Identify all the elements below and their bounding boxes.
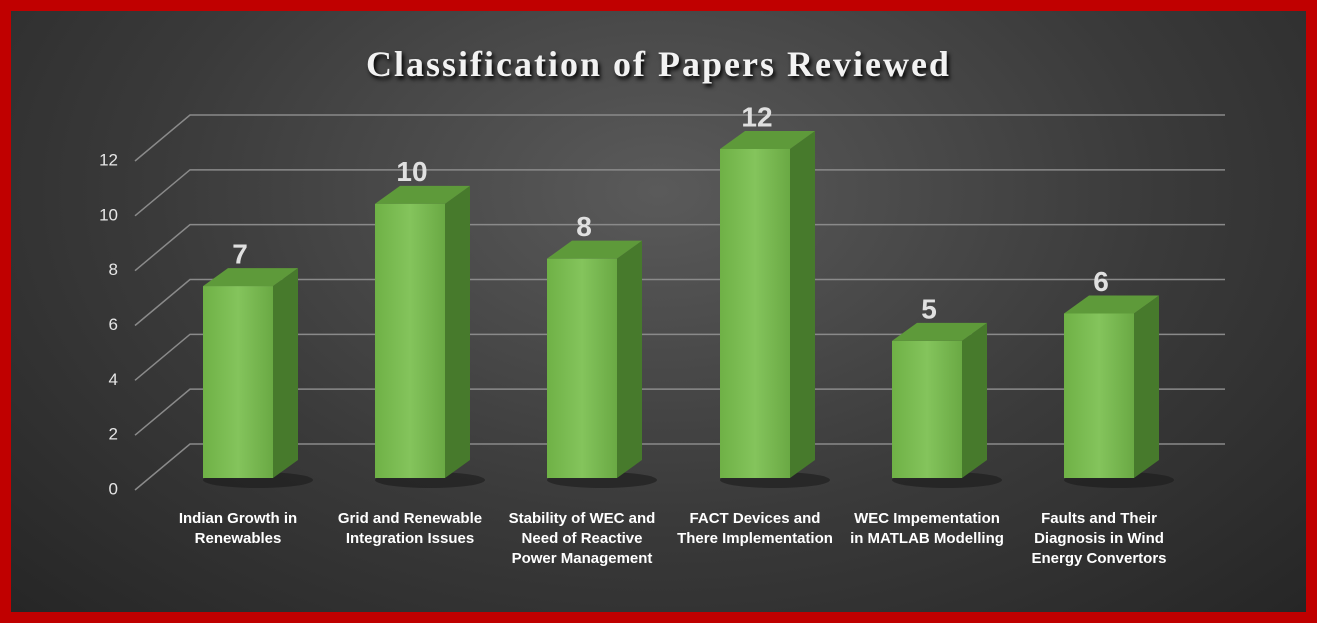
bar xyxy=(375,203,445,479)
x-tick-label: WEC Impementation in MATLAB Modelling xyxy=(850,510,1004,547)
grid-line xyxy=(134,114,1225,162)
bar xyxy=(1064,313,1134,478)
x-tick-label: Stability of WEC and Need of Reactive Po… xyxy=(508,510,656,567)
x-tick-label: Indian Growth in Renewables xyxy=(178,510,298,547)
bar-side xyxy=(445,185,470,479)
bar-side xyxy=(617,240,642,478)
bar-top xyxy=(547,240,642,259)
data-label: 5 xyxy=(921,293,937,324)
data-label: 8 xyxy=(576,211,592,242)
bar xyxy=(892,340,962,478)
bar-top xyxy=(203,268,298,287)
bar-side xyxy=(1134,295,1159,478)
data-label: 10 xyxy=(396,156,427,187)
bar xyxy=(203,286,273,478)
grid-line xyxy=(134,443,1225,491)
grid-line xyxy=(134,223,1225,272)
bar-top xyxy=(720,131,815,149)
bar xyxy=(720,149,790,478)
grid-line xyxy=(134,278,1225,327)
data-label: 7 xyxy=(232,238,248,269)
y-tick-label: 12 xyxy=(99,150,118,169)
chart-title: Classification of Papers Reviewed xyxy=(366,44,951,84)
grid-line xyxy=(134,169,1225,217)
bar-top xyxy=(1064,295,1159,314)
bar-side xyxy=(273,268,298,478)
bar xyxy=(547,258,617,478)
bar-side xyxy=(962,322,987,478)
y-tick-label: 0 xyxy=(109,479,118,498)
y-tick-label: 6 xyxy=(109,315,118,334)
bar-side xyxy=(790,131,815,478)
grid-line xyxy=(134,388,1225,436)
y-tick-label: 4 xyxy=(109,370,118,389)
data-label: 12 xyxy=(741,101,772,132)
x-tick-label: Faults and Their Diagnosis in Wind Energ… xyxy=(1031,510,1167,567)
x-tick-label: FACT Devices and There Implementation xyxy=(677,510,833,547)
bar-top xyxy=(892,322,987,341)
data-label: 6 xyxy=(1093,266,1109,297)
bar-top xyxy=(375,185,470,204)
grid-line xyxy=(134,333,1225,381)
y-tick-label: 10 xyxy=(99,205,118,224)
y-tick-label: 2 xyxy=(109,425,118,444)
y-tick-label: 8 xyxy=(109,260,118,279)
x-tick-label: Grid and Renewable Integration Issues xyxy=(337,510,483,547)
